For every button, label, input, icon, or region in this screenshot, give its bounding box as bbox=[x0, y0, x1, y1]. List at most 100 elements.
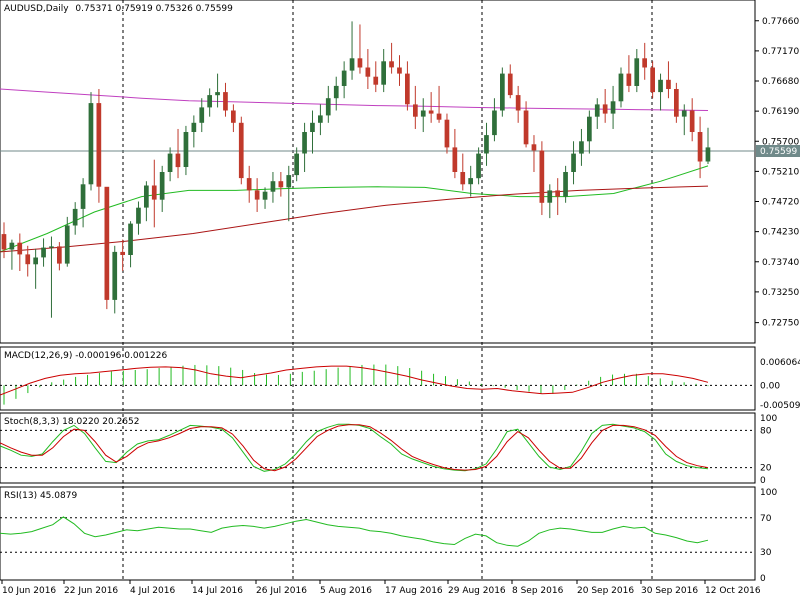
candle-body bbox=[270, 181, 276, 192]
price-tick-label: 0.72750 bbox=[762, 319, 799, 329]
candle-body bbox=[500, 73, 505, 111]
macd-axis: 0.006064 0.00 -0.005094 bbox=[760, 358, 800, 411]
candle-body bbox=[254, 190, 260, 200]
candle-body bbox=[246, 178, 252, 191]
macd-panel[interactable] bbox=[0, 346, 756, 411]
candle-body bbox=[25, 254, 31, 265]
candle-body bbox=[642, 58, 647, 68]
time-tick-label: 20 Sep 2016 bbox=[577, 586, 634, 596]
candle-body bbox=[413, 104, 418, 117]
time-tick-label: 4 Jul 2016 bbox=[130, 586, 175, 596]
candle-body bbox=[373, 76, 379, 85]
candle-body bbox=[112, 251, 118, 300]
price-tick-label: 0.76190 bbox=[762, 107, 799, 117]
moving-average-lines bbox=[0, 88, 709, 253]
candle-body bbox=[397, 67, 402, 74]
candlestick-series bbox=[1, 21, 711, 318]
candle-body bbox=[436, 113, 442, 120]
candle-body bbox=[689, 110, 695, 132]
candle-body bbox=[294, 153, 299, 176]
candle-body bbox=[357, 58, 363, 68]
time-tick-label: 22 Jun 2016 bbox=[64, 586, 118, 596]
candle-body bbox=[57, 246, 62, 264]
rsi-tick-label: 100 bbox=[760, 488, 777, 498]
price-tick-label: 0.75700 bbox=[762, 137, 799, 147]
candle-body bbox=[144, 185, 149, 208]
candle-body bbox=[579, 141, 584, 154]
rsi-panel[interactable] bbox=[0, 486, 756, 581]
stoch-indicator bbox=[0, 423, 755, 472]
time-tick-label: 5 Aug 2016 bbox=[320, 586, 372, 596]
candle-body bbox=[215, 92, 220, 96]
candle-body bbox=[634, 58, 640, 86]
candle-body bbox=[41, 247, 46, 258]
last-price-badge bbox=[756, 145, 800, 157]
candle-body bbox=[33, 257, 38, 265]
candle-body bbox=[183, 132, 189, 167]
candle-body bbox=[571, 153, 576, 172]
candle-body bbox=[128, 223, 133, 255]
candle-body bbox=[547, 190, 553, 203]
candle-body bbox=[159, 172, 165, 200]
candle-body bbox=[199, 107, 205, 123]
candle-body bbox=[278, 181, 284, 188]
candle-body bbox=[705, 147, 711, 162]
stoch-tick-label: 0 bbox=[760, 476, 766, 486]
candle-body bbox=[104, 186, 110, 300]
stoch-d-line bbox=[0, 424, 709, 472]
candle-body bbox=[452, 147, 458, 172]
candle-body bbox=[626, 73, 632, 86]
time-tick-label: 8 Sep 2016 bbox=[512, 586, 564, 596]
macd-tick-label: -0.005094 bbox=[760, 401, 800, 411]
ma-lower-line bbox=[0, 185, 709, 253]
candle-body bbox=[681, 110, 687, 117]
candle-body bbox=[587, 116, 592, 142]
candle-body bbox=[72, 208, 78, 226]
candle-body bbox=[262, 191, 268, 200]
candle-body bbox=[349, 58, 355, 71]
price-tick-label: 0.73740 bbox=[762, 258, 799, 268]
candle-body bbox=[310, 122, 315, 132]
candle-body bbox=[389, 61, 394, 68]
candle-body bbox=[167, 153, 173, 172]
candle-body bbox=[238, 122, 244, 179]
candle-body bbox=[610, 101, 616, 114]
price-tick-label: 0.74720 bbox=[762, 198, 799, 208]
candle-body bbox=[325, 98, 331, 116]
candle-body bbox=[381, 61, 386, 85]
candle-body bbox=[302, 132, 307, 154]
candle-body bbox=[555, 190, 560, 197]
candle-body bbox=[563, 172, 568, 197]
candle-body bbox=[405, 73, 410, 105]
rsi-tick-label: 30 bbox=[760, 548, 772, 558]
macd-tick-label: 0.006064 bbox=[760, 358, 800, 368]
candle-body bbox=[80, 184, 86, 209]
period-separators bbox=[122, 0, 653, 580]
time-tick-label: 30 Sep 2016 bbox=[641, 586, 698, 596]
stoch-label: Stoch(8,3,3) 18.0220 20.2652 bbox=[4, 417, 139, 427]
candle-body bbox=[658, 79, 663, 93]
rsi-tick-label: 0 bbox=[760, 574, 766, 584]
time-tick-label: 26 Jul 2016 bbox=[256, 586, 307, 596]
stoch-tick-label: 100 bbox=[760, 414, 777, 424]
price-tick-label: 0.77170 bbox=[762, 47, 799, 57]
stochastic-panel[interactable] bbox=[0, 412, 756, 484]
candle-body bbox=[231, 110, 236, 123]
candle-body bbox=[175, 153, 181, 168]
ohlc-values: 0.75371 0.75919 0.75326 0.75599 bbox=[75, 4, 233, 14]
candle-body bbox=[191, 122, 197, 132]
candle-body bbox=[365, 67, 371, 77]
price-axis: 0.77660 0.77170 0.76680 0.76190 0.75700 0.752… bbox=[755, 17, 799, 329]
candle-body bbox=[602, 104, 608, 114]
candle-body bbox=[136, 207, 141, 224]
candle-body bbox=[476, 153, 481, 179]
price-tick-label: 0.76680 bbox=[762, 77, 799, 87]
candle-body bbox=[9, 242, 15, 250]
candle-body bbox=[286, 175, 292, 188]
last-price-value: 0.75599 bbox=[760, 147, 797, 157]
price-tick-label: 0.74230 bbox=[762, 228, 799, 238]
candle-body bbox=[341, 70, 347, 86]
candle-body bbox=[531, 144, 537, 151]
macd-label: MACD(12,26,9) -0.000196 0.001226 bbox=[4, 351, 167, 361]
